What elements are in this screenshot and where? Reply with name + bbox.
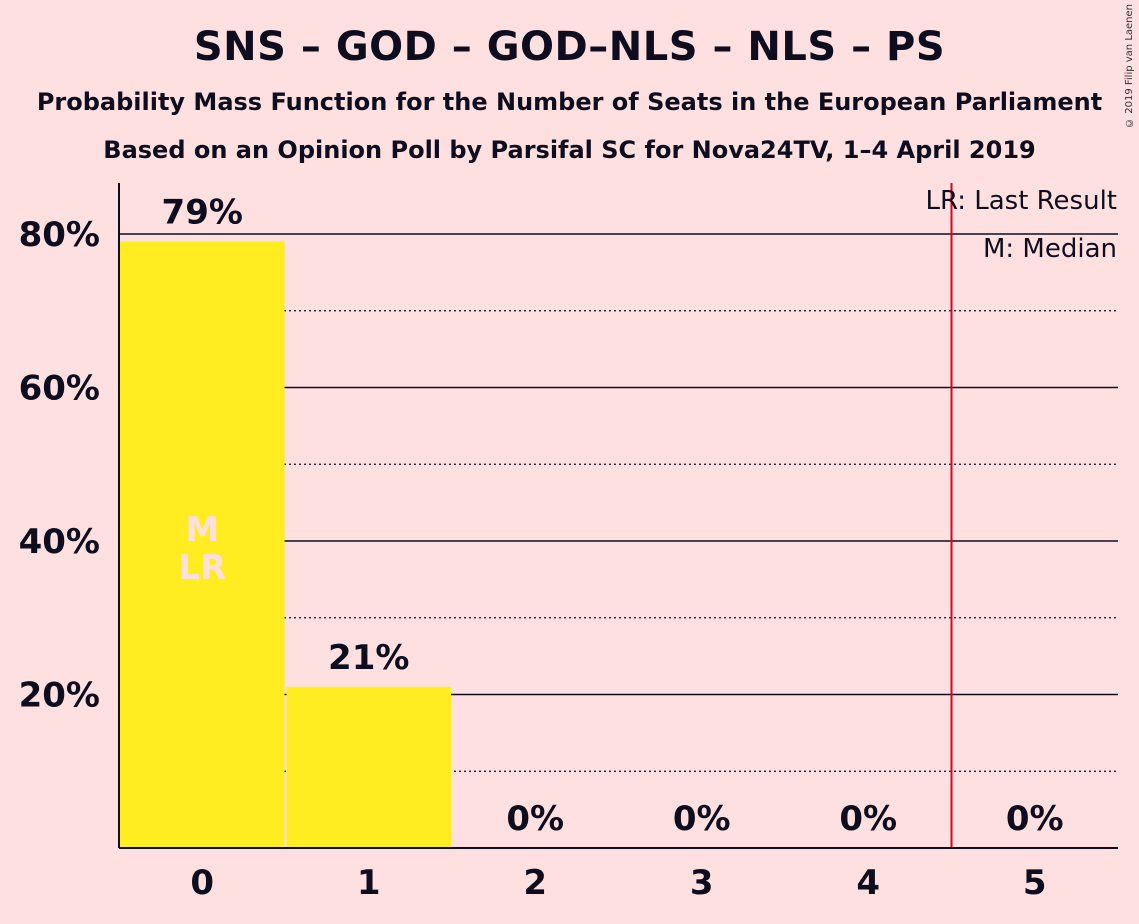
value-label: 0% <box>1006 799 1064 839</box>
x-tick-label: 2 <box>523 863 547 903</box>
chart-source-subtitle: Based on an Opinion Poll by Parsifal SC … <box>103 136 1036 164</box>
bar <box>120 241 285 849</box>
last-result-marker: LR <box>178 548 226 588</box>
value-label: 79% <box>162 193 243 233</box>
x-tick-label: 3 <box>690 863 714 903</box>
value-label: 0% <box>506 799 564 839</box>
bar <box>286 686 451 848</box>
y-tick-label: 20% <box>19 676 100 716</box>
y-tick-label: 80% <box>19 215 100 255</box>
x-tick-label: 1 <box>357 863 381 903</box>
chart-subtitle: Probability Mass Function for the Number… <box>36 88 1103 116</box>
value-label: 21% <box>328 638 409 678</box>
y-tick-label: 40% <box>19 522 100 562</box>
bars <box>120 241 451 849</box>
legend-median: M: Median <box>983 234 1117 264</box>
y-tick-label: 60% <box>19 369 100 409</box>
legend-last-result: LR: Last Result <box>925 186 1117 216</box>
x-tick-label: 0 <box>190 863 214 903</box>
value-label: 0% <box>673 799 731 839</box>
x-tick-label: 5 <box>1023 863 1047 903</box>
chart-title: SNS – GOD – GOD–NLS – NLS – PS <box>193 24 946 70</box>
x-tick-label: 4 <box>856 863 880 903</box>
value-label: 0% <box>839 799 897 839</box>
axes <box>118 183 1118 849</box>
median-marker: M <box>185 510 219 550</box>
